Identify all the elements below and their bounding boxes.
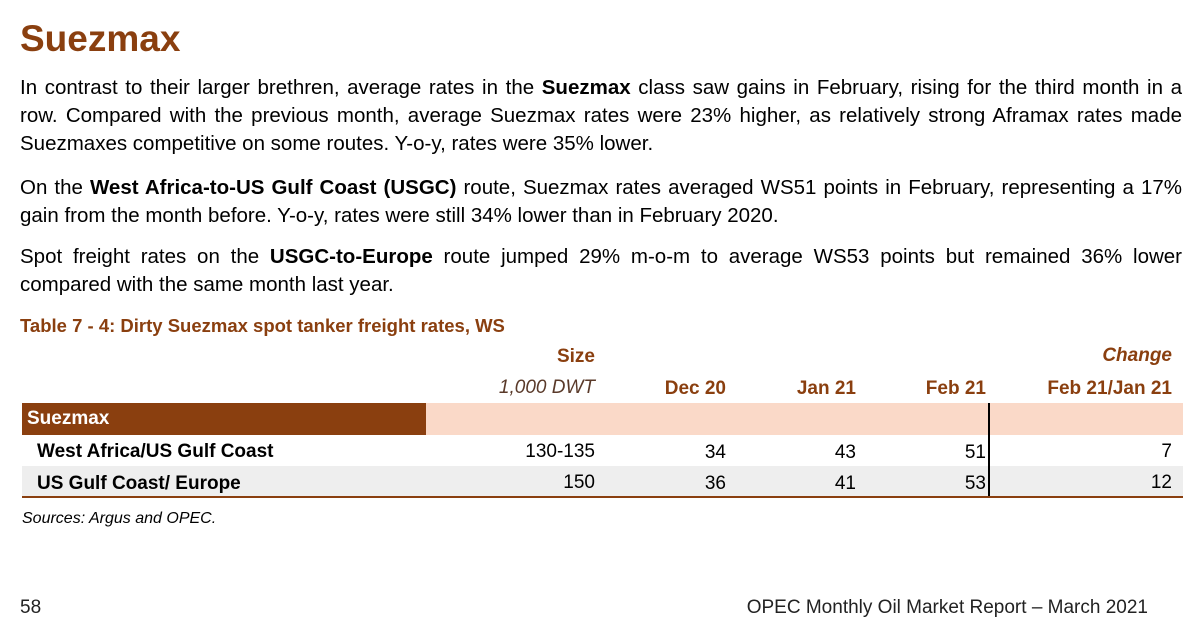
route-name: West Africa/US Gulf Coast bbox=[37, 441, 274, 462]
change-value: 7 bbox=[1161, 441, 1172, 462]
header-jan21: Jan 21 bbox=[796, 378, 856, 399]
jan21-value: 43 bbox=[834, 442, 856, 463]
header-change-period: Feb 21/Jan 21 bbox=[1047, 378, 1172, 399]
paragraph-suezmax-overview: In contrast to their larger brethren, av… bbox=[20, 76, 1182, 155]
jan21-value: 41 bbox=[834, 473, 856, 494]
header-size-unit: 1,000 DWT bbox=[498, 377, 595, 398]
size-value: 130-135 bbox=[525, 441, 595, 462]
dec20-value: 34 bbox=[704, 442, 726, 463]
header-change: Change bbox=[1102, 345, 1172, 366]
feb21-value: 51 bbox=[964, 442, 986, 463]
column-divider bbox=[988, 403, 990, 497]
table-title: Table 7 - 4: Dirty Suezmax spot tanker f… bbox=[20, 315, 505, 336]
bold-term: West Africa-to-US Gulf Coast (USGC) bbox=[89, 176, 457, 199]
report-title: OPEC Monthly Oil Market Report – March 2… bbox=[746, 597, 1148, 618]
header-dec20: Dec 20 bbox=[664, 378, 726, 399]
paragraph-west-africa-route: On the West Africa-to-US Gulf Coast (USG… bbox=[20, 176, 1182, 227]
header-feb21: Feb 21 bbox=[925, 378, 986, 399]
size-value: 150 bbox=[563, 472, 595, 493]
feb21-value: 53 bbox=[964, 473, 986, 494]
page-number: 58 bbox=[20, 597, 42, 618]
section-heading: Suezmax bbox=[20, 18, 181, 59]
bold-term: USGC-to-Europe bbox=[269, 245, 433, 268]
header-size: Size bbox=[556, 346, 595, 367]
route-name: US Gulf Coast/ Europe bbox=[37, 473, 241, 494]
table-bottom-rule bbox=[22, 496, 1183, 498]
change-value: 12 bbox=[1150, 472, 1172, 493]
table-sources: Sources: Argus and OPEC. bbox=[22, 510, 217, 527]
paragraph-usgc-europe-route: Spot freight rates on the USGC-to-Europe… bbox=[20, 245, 1183, 296]
bold-term: Suezmax bbox=[541, 76, 631, 99]
section-band bbox=[22, 403, 426, 435]
section-band-fill bbox=[426, 403, 1183, 435]
section-label: Suezmax bbox=[27, 408, 110, 429]
dec20-value: 36 bbox=[704, 473, 726, 494]
